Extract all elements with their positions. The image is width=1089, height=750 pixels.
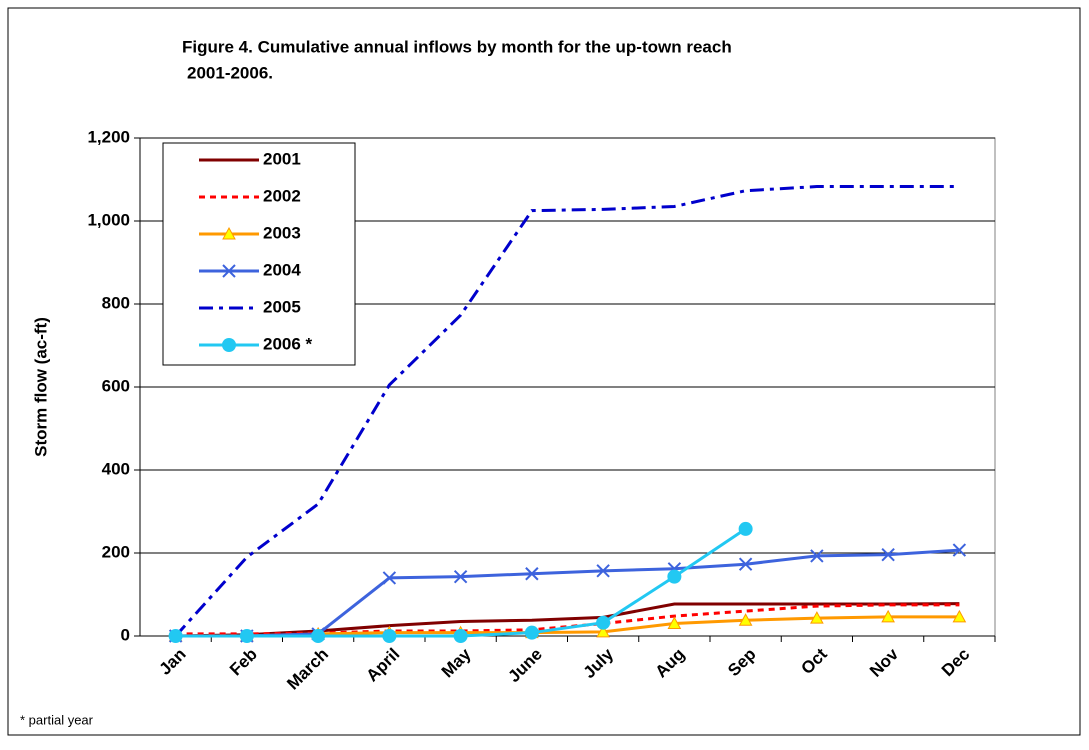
series-line [175,548,960,638]
point-marker [952,609,967,623]
point-marker [239,629,254,643]
legend-marker [222,338,236,352]
point-marker [168,629,183,643]
point-marker [881,547,895,562]
point-marker [738,521,753,536]
point-marker [810,549,824,563]
point-marker [596,615,611,630]
point-marker [596,624,610,638]
series-line [175,602,960,638]
point-marker [952,543,967,557]
y-tick-label: 400 [102,459,130,478]
chart-title: Figure 4. Cumulative annual inflows by m… [182,37,732,56]
legend-label: 2005 [263,297,301,316]
point-marker [881,609,895,623]
chart-title: 2001-2006. [187,63,273,82]
point-marker [596,564,610,578]
point-marker [453,569,468,584]
point-marker [667,616,682,630]
y-tick-label: 1,000 [87,210,130,229]
legend-label: 2002 [263,186,301,205]
legend-marker [222,226,236,240]
y-tick-label: 800 [102,293,130,312]
y-axis-label: Storm flow (ac-ft) [31,317,50,457]
point-marker [382,629,397,643]
point-marker [311,629,326,643]
legend-label: 2003 [263,223,301,242]
y-tick-label: 600 [102,376,130,395]
point-marker [810,611,824,624]
point-marker [382,571,397,585]
y-tick-label: 200 [102,542,130,561]
point-marker [453,629,468,643]
point-marker [667,569,682,584]
point-marker [525,567,539,581]
footnote: * partial year [20,712,94,727]
series-line [175,603,960,636]
legend-label: 2001 [263,149,301,168]
point-marker [738,557,753,571]
y-tick-label: 1,200 [87,127,130,146]
legend-label: 2006 * [263,334,313,353]
legend-marker [222,264,236,278]
series-line [174,185,960,638]
legend-box [162,142,356,366]
legend-label: 2004 [263,260,301,279]
point-marker [738,613,753,626]
point-marker [524,625,539,640]
y-tick-label: 0 [121,625,130,644]
